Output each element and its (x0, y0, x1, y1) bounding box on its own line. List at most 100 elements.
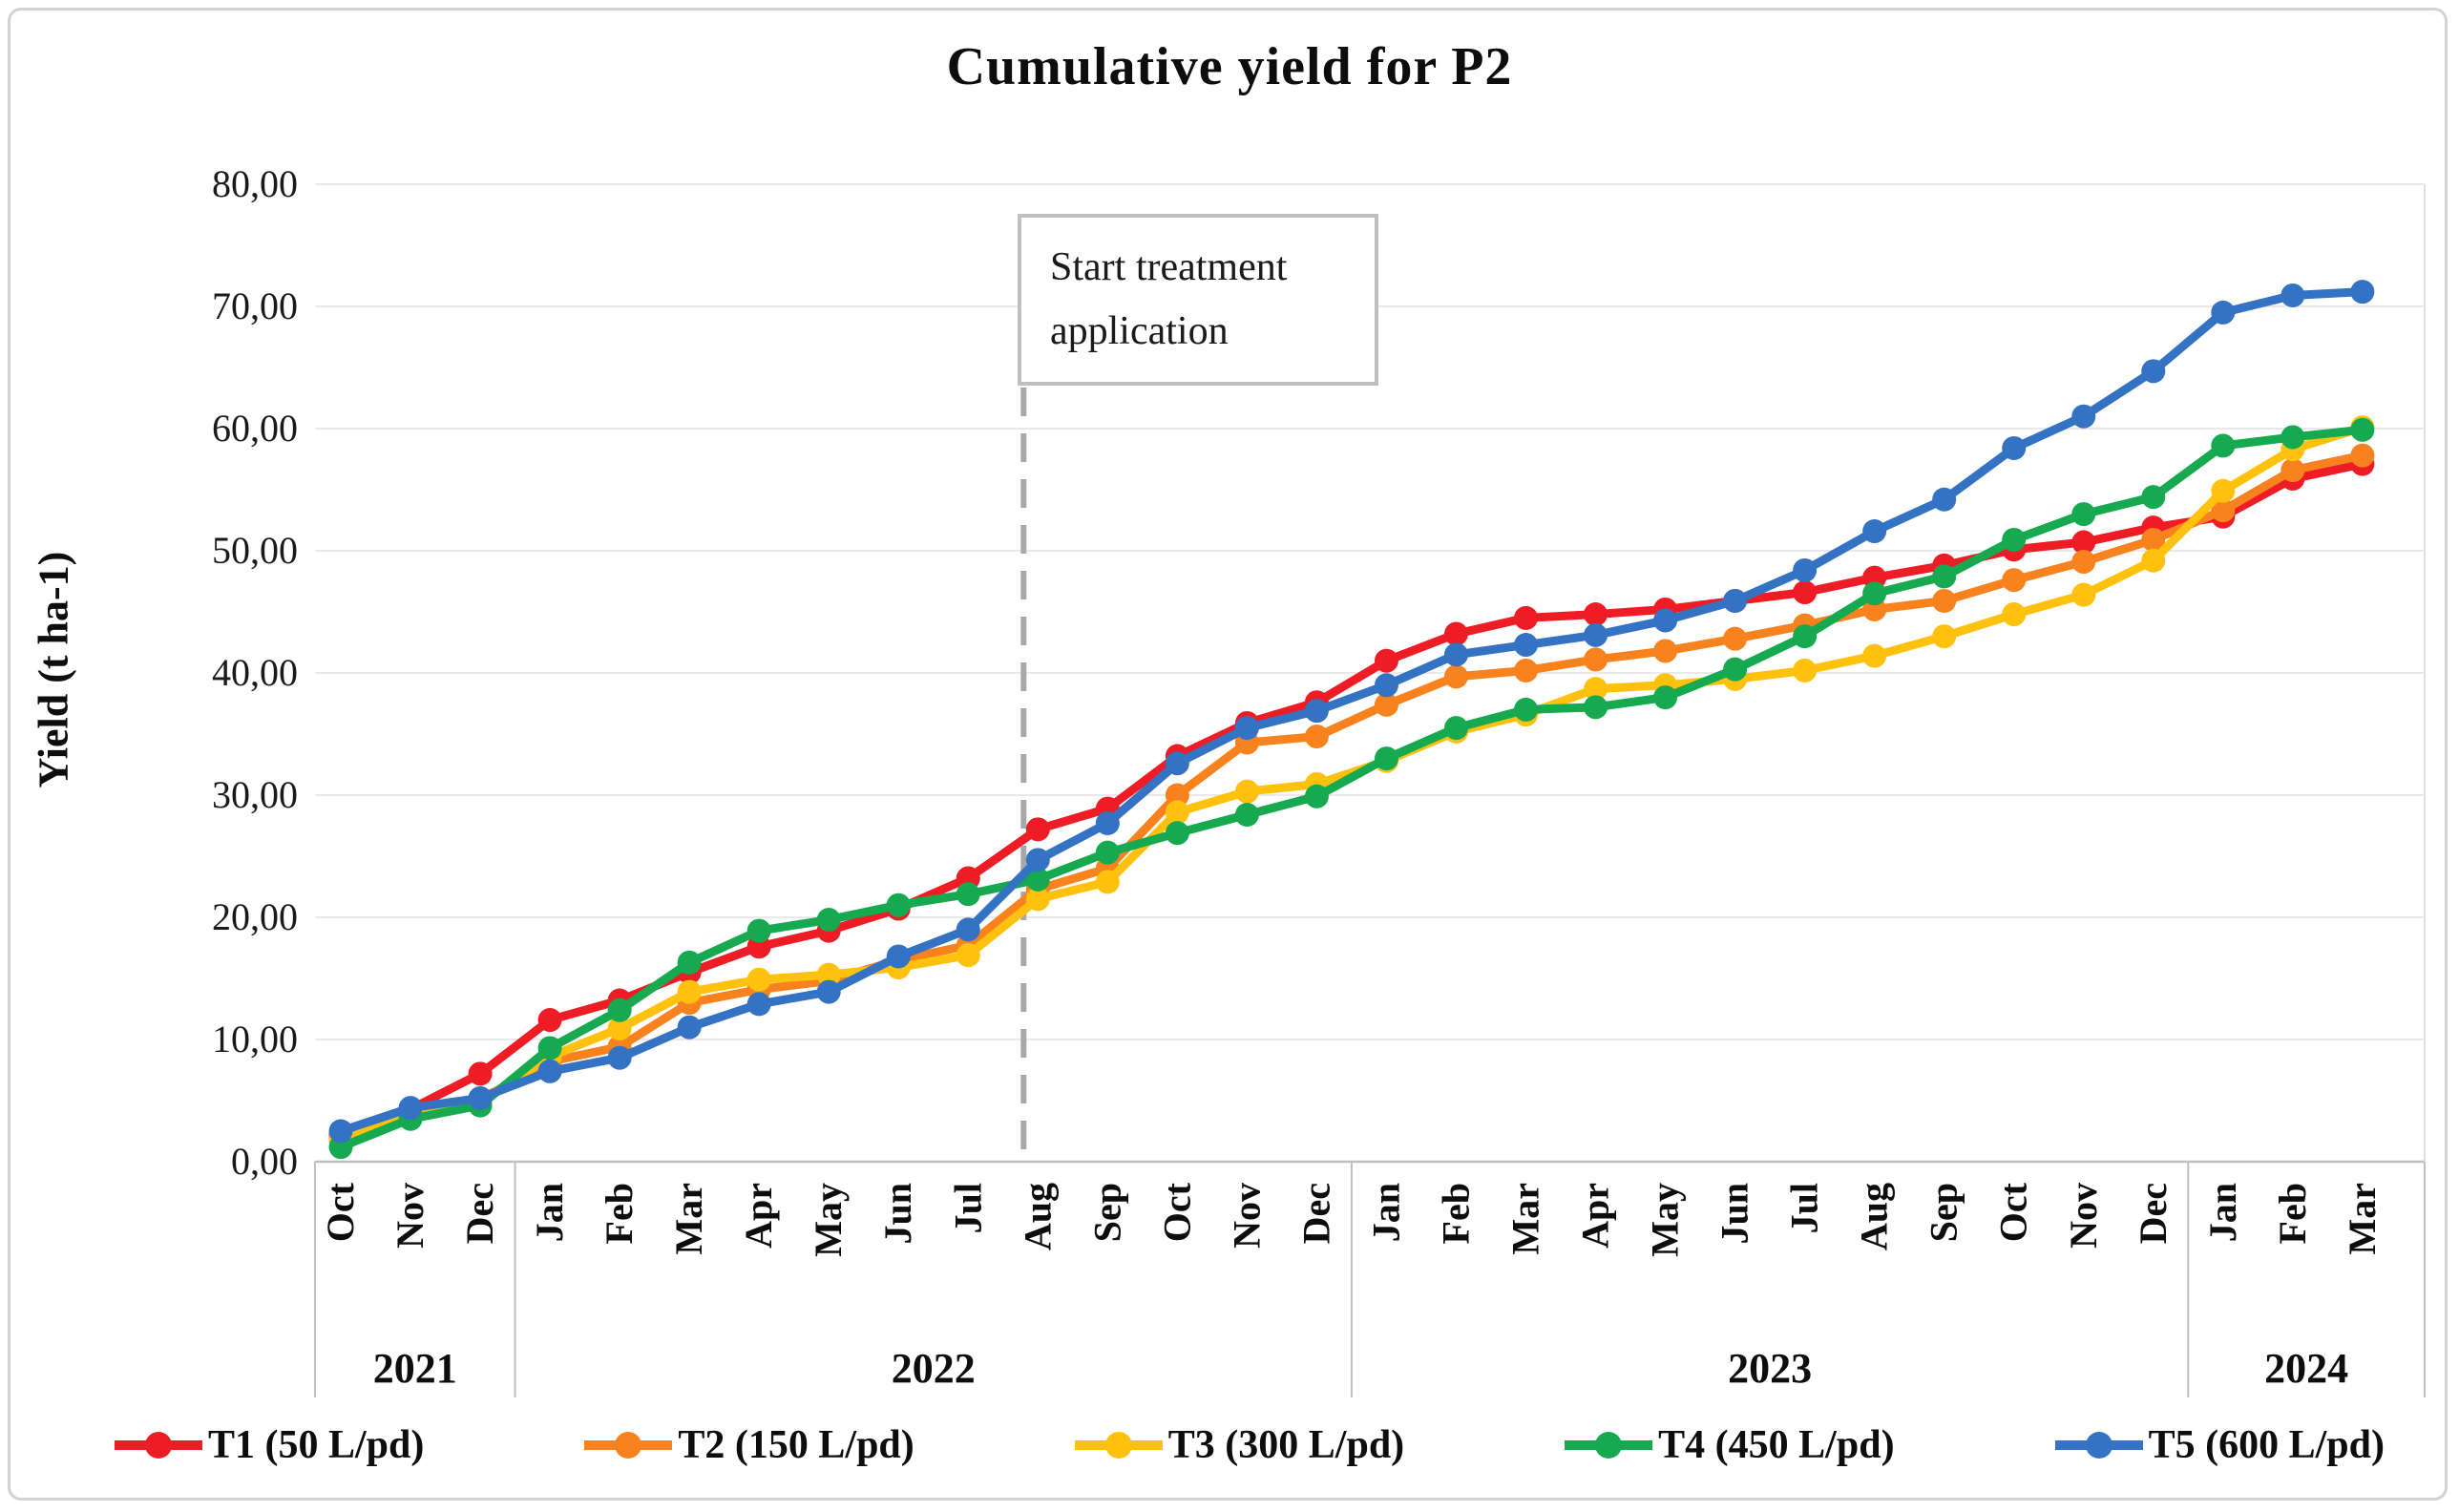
data-point-t4 (1862, 581, 1887, 606)
x-month-label: Sep (1085, 1183, 1128, 1242)
data-point-t4 (2350, 417, 2375, 442)
x-month-label: Aug (1016, 1183, 1059, 1250)
data-point-t3 (2071, 582, 2096, 607)
y-tick-label: 60,00 (212, 407, 298, 450)
data-point-t5 (2071, 404, 2096, 429)
x-month-label: Dec (458, 1183, 501, 1244)
data-point-t3 (2211, 478, 2236, 503)
legend-marker-dot (1104, 1432, 1132, 1459)
data-point-t2 (1514, 658, 1539, 682)
x-year-label: 2022 (892, 1345, 976, 1392)
annotation-line-1: Start treatment (1050, 244, 1288, 289)
x-month-label: Apr (737, 1183, 780, 1249)
data-point-t4 (1374, 746, 1398, 771)
x-month-label: Sep (1923, 1183, 1965, 1242)
data-point-t5 (468, 1085, 493, 1110)
data-point-t5 (1025, 848, 1050, 872)
data-point-t5 (1443, 642, 1468, 667)
x-month-label: Oct (319, 1182, 362, 1242)
data-point-t4 (886, 892, 911, 917)
data-point-t3 (1165, 800, 1189, 825)
y-tick-label: 50,00 (212, 529, 298, 572)
data-point-t3 (607, 1016, 632, 1040)
data-point-t5 (886, 944, 911, 969)
y-axis-title: Yield (t ha-1) (30, 551, 77, 788)
legend-label-t2: T2 (150 L/pd) (678, 1423, 914, 1467)
data-point-t4 (1584, 695, 1608, 720)
data-point-t4 (2280, 425, 2305, 450)
data-point-t4 (956, 882, 980, 907)
x-month-label: Oct (1992, 1182, 2035, 1242)
data-point-t5 (1584, 622, 1608, 647)
data-point-t1 (2071, 530, 2096, 555)
data-point-t4 (1443, 716, 1468, 741)
data-point-t1 (1793, 580, 1818, 605)
data-point-t3 (1793, 658, 1818, 682)
data-point-t4 (607, 998, 632, 1022)
data-point-t4 (1025, 867, 1050, 892)
x-month-label: May (1644, 1183, 1687, 1257)
y-tick-label: 80,00 (212, 162, 298, 205)
y-tick-label: 40,00 (212, 651, 298, 694)
data-point-t5 (1653, 608, 1678, 633)
legend-marker-dot (145, 1432, 172, 1459)
y-tick-label: 30,00 (212, 773, 298, 816)
data-point-t2 (1932, 588, 1957, 613)
x-month-label: Apr (1574, 1183, 1617, 1249)
data-point-t3 (816, 962, 841, 987)
data-point-t5 (816, 979, 841, 1004)
data-point-t5 (2002, 435, 2027, 460)
data-point-t2 (1165, 783, 1189, 808)
x-month-label: Feb (1434, 1183, 1477, 1244)
x-month-label: Jul (1783, 1183, 1826, 1233)
data-point-t5 (1723, 588, 1748, 613)
data-point-t2 (1304, 724, 1329, 749)
x-month-label: Jan (2201, 1183, 2244, 1242)
data-point-t5 (1932, 487, 1957, 512)
data-point-t4 (537, 1036, 562, 1060)
x-month-label: Mar (1504, 1183, 1547, 1255)
data-point-t3 (746, 967, 771, 992)
data-point-t5 (1234, 716, 1259, 741)
data-point-t3 (677, 979, 702, 1004)
chart-title: Cumulative yield for P2 (946, 37, 1513, 96)
data-point-t4 (2211, 433, 2236, 458)
x-month-label: Oct (1155, 1182, 1198, 1242)
data-point-t2 (2071, 550, 2096, 575)
data-point-t5 (746, 992, 771, 1017)
x-month-label: Jun (876, 1183, 919, 1245)
data-point-t2 (2350, 443, 2375, 468)
legend-label-t3: T3 (300 L/pd) (1167, 1423, 1405, 1467)
x-month-label: Feb (598, 1183, 641, 1244)
x-month-label: Mar (667, 1183, 710, 1255)
x-month-label: Dec (1294, 1183, 1337, 1244)
data-point-t5 (1374, 673, 1398, 698)
data-point-t5 (398, 1096, 423, 1121)
data-point-t4 (1304, 784, 1329, 808)
data-point-t3 (2002, 602, 2027, 627)
data-point-t4 (746, 918, 771, 943)
legend-item-t3: T3 (300 L/pd) (1073, 1422, 1404, 1468)
y-tick-label: 20,00 (212, 895, 298, 938)
data-point-t4 (1514, 697, 1539, 722)
data-point-t5 (1793, 557, 1818, 582)
data-point-t2 (1584, 647, 1608, 672)
data-point-t5 (1304, 699, 1329, 724)
data-point-t4 (1095, 840, 1120, 865)
data-point-t5 (956, 917, 980, 942)
data-point-t5 (2141, 359, 2166, 384)
data-point-t1 (468, 1061, 493, 1086)
data-point-t4 (677, 950, 702, 975)
data-point-t3 (2141, 548, 2166, 573)
data-point-t1 (1374, 648, 1398, 673)
series-line-t2 (336, 451, 2367, 1144)
data-point-t5 (2280, 283, 2305, 307)
series-line-t4 (336, 425, 2367, 1152)
y-tick-label: 70,00 (212, 284, 298, 327)
annotation-line-2: application (1050, 309, 1229, 353)
data-point-t2 (1653, 639, 1678, 663)
data-point-t5 (2211, 300, 2236, 325)
data-point-t2 (1443, 664, 1468, 689)
x-month-label: Jun (1713, 1183, 1756, 1245)
x-month-label: Dec (2132, 1183, 2175, 1244)
